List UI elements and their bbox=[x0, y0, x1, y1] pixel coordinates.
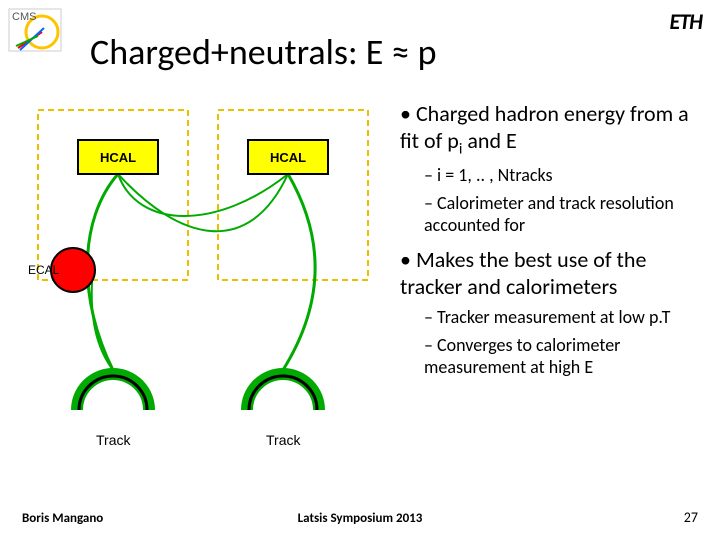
footer-event: Latsis Symposium 2013 bbox=[298, 511, 423, 526]
bullet-2-sub-1: Tracker measurement at low p.T bbox=[424, 306, 710, 328]
bullet-list: Charged hadron energy from a fit of pi a… bbox=[400, 100, 710, 384]
svg-text:CMS: CMS bbox=[12, 11, 36, 23]
page-title: Charged+neutrals: E ≈ p bbox=[90, 30, 436, 74]
cms-logo: CMS bbox=[8, 8, 62, 52]
svg-text:Track: Track bbox=[266, 432, 301, 448]
footer-page-number: 27 bbox=[684, 509, 698, 526]
svg-text:HCAL: HCAL bbox=[270, 150, 306, 165]
svg-text:ECAL: ECAL bbox=[28, 263, 60, 277]
bullet-1-text: Charged hadron energy from a fit of p bbox=[400, 100, 689, 154]
bullet-1-sub-1: i = 1, .. , Ntracks bbox=[424, 164, 710, 186]
particle-flow-diagram: HCAL HCAL ECAL Track Track bbox=[18, 100, 388, 470]
svg-text:HCAL: HCAL bbox=[100, 150, 136, 165]
svg-text:Track: Track bbox=[96, 432, 131, 448]
bullet-2: Makes the best use of the tracker and ca… bbox=[400, 246, 710, 300]
bullet-1: Charged hadron energy from a fit of pi a… bbox=[400, 100, 710, 158]
bullet-2-sub-2: Converges to calorimeter measurement at … bbox=[424, 334, 710, 378]
bullet-1-sub-2: Calorimeter and track resolution account… bbox=[424, 192, 710, 236]
eth-logo: ETH bbox=[669, 8, 702, 35]
footer-author: Boris Mangano bbox=[22, 511, 103, 526]
